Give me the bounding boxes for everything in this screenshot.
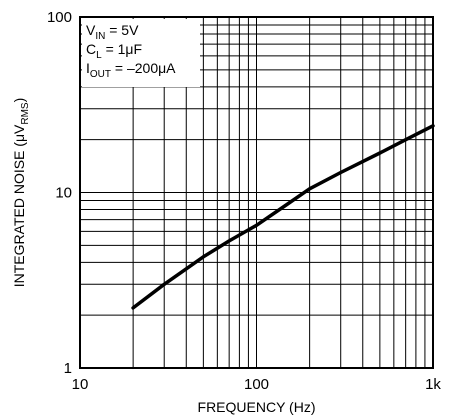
condition-line: CL = 1μF: [86, 41, 142, 61]
x-tick-label: 1k: [425, 376, 441, 393]
y-axis-label-end: ): [11, 98, 27, 103]
y-tick-labels: 1 10 100: [47, 9, 72, 377]
x-tick-labels: 10 100 1k: [72, 376, 442, 393]
y-tick-label: 100: [47, 9, 72, 26]
y-axis-label-main: INTEGRATED NOISE (μV: [11, 124, 27, 287]
condition-line: IOUT = –200μA: [86, 60, 176, 80]
noise-curve: [131, 124, 435, 310]
plot-frame: [79, 16, 434, 369]
y-axis-label-sub: RMS: [20, 102, 31, 125]
x-axis-label: FREQUENCY (Hz): [198, 399, 316, 415]
y-tick-label: 1: [64, 360, 72, 377]
condition-line: VIN = 5V: [86, 22, 139, 42]
conditions-box: [82, 19, 200, 87]
y-axis-label: INTEGRATED NOISE (μVRMS): [11, 98, 31, 288]
y-tick-label: 10: [55, 185, 72, 202]
x-tick-label: 10: [72, 376, 89, 393]
grid: [80, 17, 433, 368]
x-tick-label: 100: [244, 376, 269, 393]
